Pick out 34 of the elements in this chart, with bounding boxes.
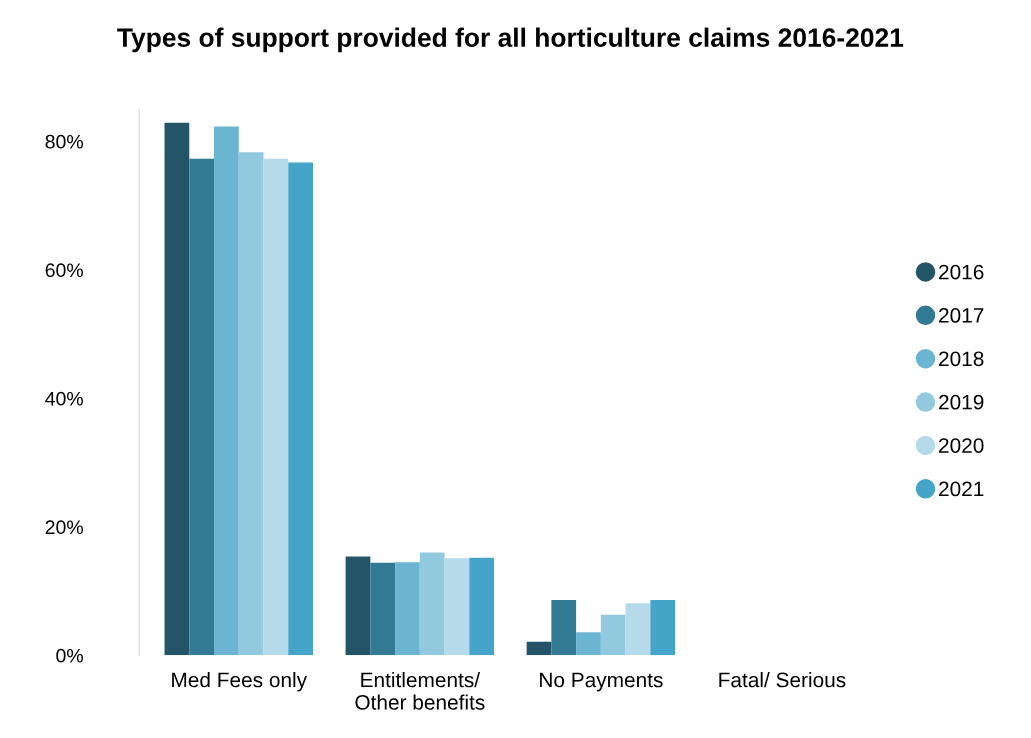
bar [650, 600, 676, 656]
bar [263, 158, 289, 656]
bar [238, 152, 264, 656]
x-tick-label: Fatal/ Serious [719, 672, 846, 688]
bar [469, 557, 495, 656]
bar [576, 632, 601, 656]
bar [164, 122, 190, 656]
bar [345, 556, 371, 656]
bar [600, 614, 626, 656]
x-tick-label: No Payments [540, 672, 663, 692]
x-tick-label: Entitlements/ Other benefits [355, 672, 485, 710]
y-tick-label: 40% [45, 391, 83, 406]
bar [214, 126, 239, 656]
bar [526, 641, 552, 656]
y-tick-label: 80% [45, 134, 83, 149]
y-tick-label: 0% [56, 648, 83, 663]
chart-title: Types of support provided for all horticulture claims 2016-2021 [117, 27, 904, 53]
bar [395, 562, 420, 656]
bar [288, 162, 313, 656]
legend-label: 2016 [939, 264, 984, 280]
bar [625, 603, 651, 656]
x-tick-label: Med Fees only [172, 672, 308, 692]
bar [551, 600, 577, 656]
legend-label: 2017 [939, 308, 984, 323]
legend-label: 2018 [939, 351, 984, 367]
y-tick-label: 60% [45, 263, 83, 278]
legend-label: 2021 [939, 481, 984, 497]
y-tick-label: 20% [45, 520, 83, 535]
bar [189, 158, 215, 656]
bar [419, 552, 445, 656]
bar [444, 558, 470, 656]
legend-label: 2019 [939, 394, 984, 410]
legend-label: 2020 [939, 438, 984, 453]
bar [370, 562, 396, 656]
